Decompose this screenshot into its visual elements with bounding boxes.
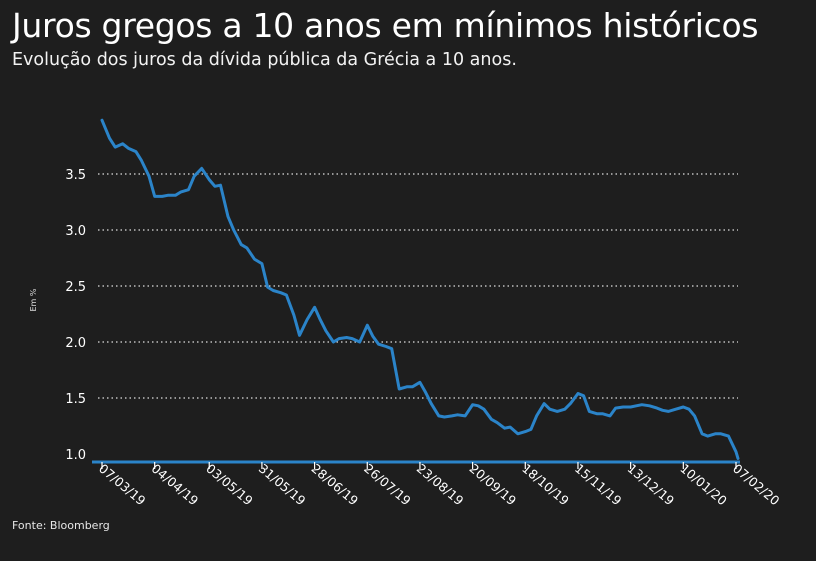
y-tick-label: 3.5 <box>65 168 86 183</box>
chart-subtitle: Evolução dos juros da dívida pública da … <box>12 50 517 70</box>
x-tick-label: 03/05/19 <box>203 461 256 509</box>
x-tick-label: 31/05/19 <box>256 461 309 509</box>
series-line-0 <box>100 118 740 460</box>
y-tick-label: 1.5 <box>65 392 86 407</box>
y-tick-label: 3.0 <box>65 224 86 239</box>
gridlines <box>98 173 738 399</box>
x-tick-label: 13/12/19 <box>625 461 678 509</box>
x-tick-label: 23/08/19 <box>414 461 467 509</box>
x-tick-label: 07/03/19 <box>96 461 149 509</box>
x-tick-label: 07/02/20 <box>730 461 783 509</box>
y-tick-label: 2.0 <box>65 336 86 351</box>
y-tick-label: 2.5 <box>65 280 86 295</box>
y-axis-label: Em % <box>29 288 38 311</box>
x-axis-ticks: 07/03/19 04/04/19 03/05/19 31/05/19 28/06/19… <box>96 461 783 509</box>
x-tick-label: 04/04/19 <box>149 461 202 509</box>
x-tick-label: 28/06/19 <box>309 461 362 509</box>
x-tick-label: 10/01/20 <box>677 461 730 509</box>
y-tick-label: 1.0 <box>65 448 86 463</box>
x-tick-label: 15/11/19 <box>572 461 625 509</box>
x-tick-label: 26/07/19 <box>361 461 414 509</box>
series <box>100 118 740 460</box>
x-tick-label: 18/10/19 <box>519 461 572 509</box>
chart-title: Juros gregos a 10 anos em mínimos histór… <box>12 6 759 45</box>
y-axis-ticks: 1.0 1.5 2.0 2.5 3.0 3.5 <box>65 168 86 463</box>
source-note: Fonte: Bloomberg <box>12 519 110 532</box>
x-tick-label: 20/09/19 <box>467 461 520 509</box>
